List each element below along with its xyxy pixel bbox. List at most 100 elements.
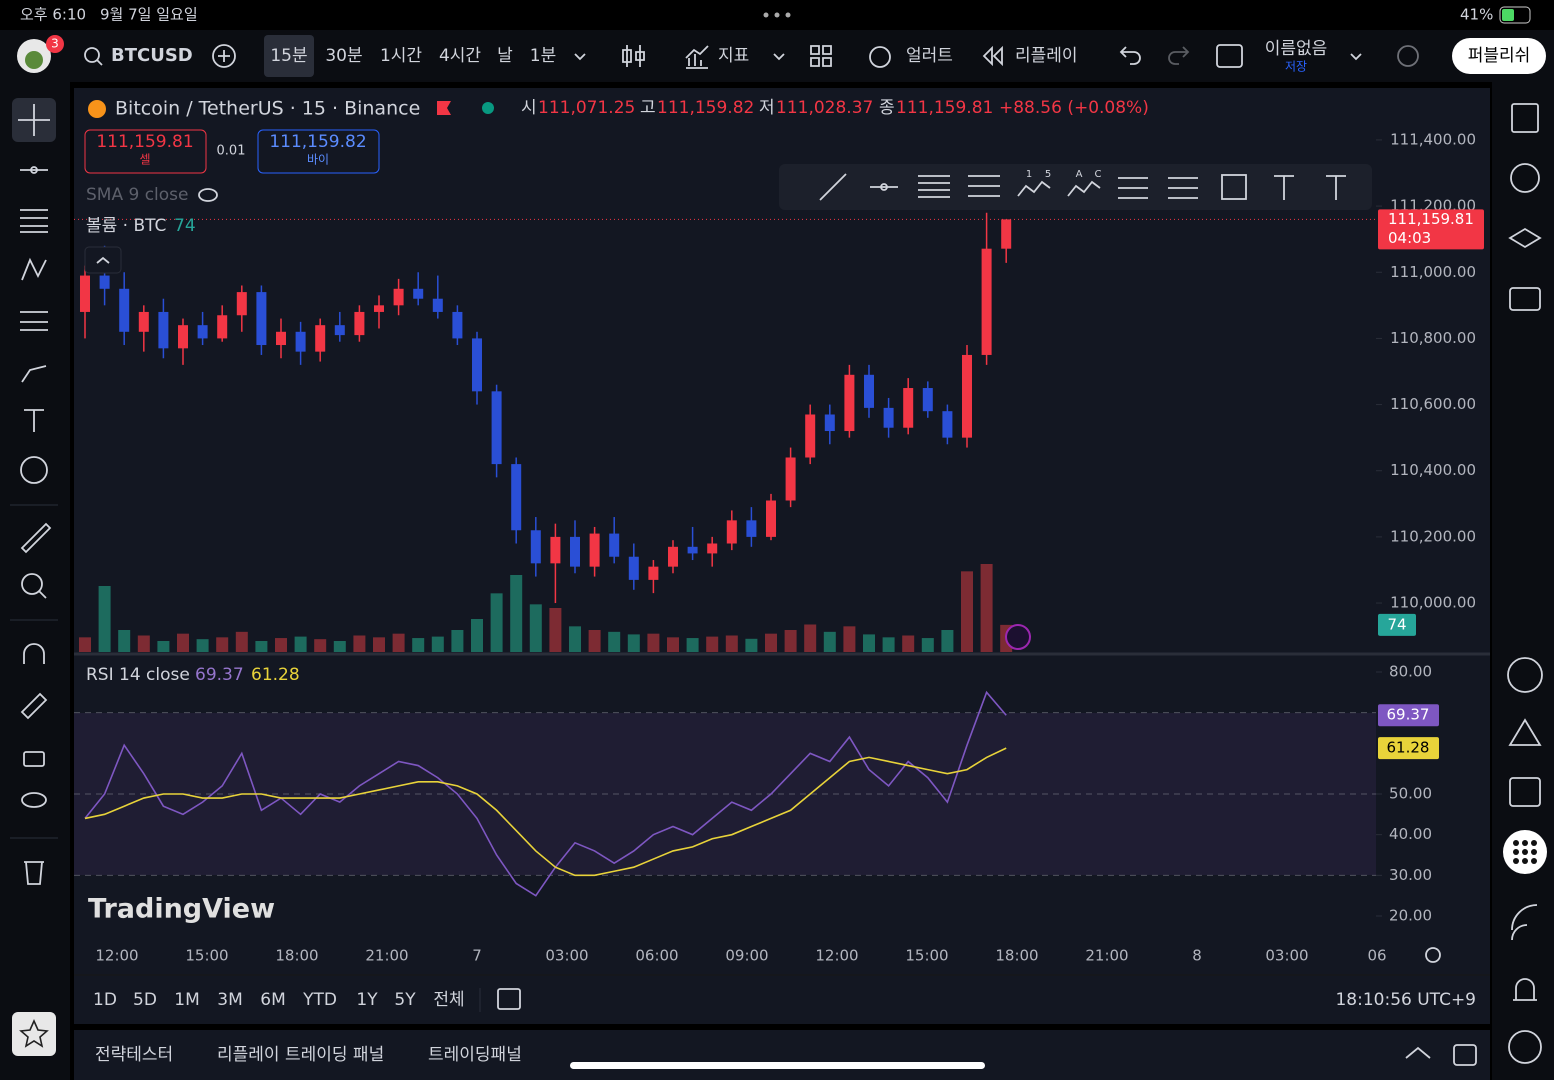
volume-bar: [823, 631, 836, 652]
chart-type-icon[interactable]: [622, 45, 645, 67]
ohlc-close-label: 종: [879, 98, 895, 118]
candle-body: [354, 311, 365, 336]
alert-icon[interactable]: [869, 46, 891, 68]
publish-button[interactable]: [1452, 38, 1546, 74]
volume-tag-label: 74: [1387, 615, 1406, 633]
x-tick-label: 06: [1367, 947, 1386, 965]
layout-name[interactable]: 이름없음: [1265, 39, 1328, 59]
range-button[interactable]: 5D: [133, 990, 157, 1010]
y-tick-label: 20.00: [1389, 907, 1432, 925]
add-symbol[interactable]: [212, 44, 236, 68]
expand-panel[interactable]: [1405, 1046, 1431, 1059]
interval-chevron[interactable]: [574, 53, 586, 61]
interval[interactable]: 1시간: [380, 46, 422, 66]
axis-settings[interactable]: [1425, 947, 1441, 963]
range-button[interactable]: 3M: [217, 990, 242, 1010]
watchlist-star[interactable]: [12, 1012, 56, 1056]
indicators-chevron[interactable]: [773, 53, 785, 61]
panel-tab[interactable]: 트레이딩패널: [428, 1045, 522, 1065]
candle-body: [805, 414, 816, 458]
x-tick-label: 06:00: [635, 947, 678, 965]
volume-bar: [431, 636, 444, 652]
replay-icon[interactable]: [982, 45, 1003, 67]
candle-body: [530, 530, 541, 564]
ohlc-high-label: 고: [640, 98, 656, 118]
x-tick-label: 7: [472, 947, 482, 965]
interval[interactable]: 15분: [270, 46, 307, 66]
maximize-panel[interactable]: [1453, 1044, 1477, 1066]
sell-label[interactable]: 셀: [139, 153, 150, 167]
volume-bar: [490, 593, 503, 652]
snapshot[interactable]: [1216, 44, 1243, 68]
left-tools: [18, 104, 52, 885]
symbol[interactable]: BTCUSD: [111, 45, 193, 66]
candle-body: [903, 388, 914, 428]
volume-bar: [784, 630, 797, 652]
volume-bar: [569, 626, 581, 652]
interval[interactable]: 날: [497, 46, 513, 66]
volume-legend: 볼륨 · BTC: [86, 216, 166, 236]
undo[interactable]: [1119, 46, 1141, 65]
alert[interactable]: 얼러트: [906, 46, 953, 66]
volume-bar: [941, 630, 954, 652]
y-tick-label: 30.00: [1389, 866, 1432, 884]
volume-bar: [235, 631, 248, 652]
y-tick-label: 111,400.00: [1390, 130, 1476, 148]
publish[interactable]: 퍼블리쉬: [1468, 46, 1531, 66]
avatar-figure: [25, 51, 43, 69]
interval[interactable]: 4시간: [439, 46, 481, 66]
candle-body: [334, 325, 345, 336]
battery-percent: 41%: [1460, 6, 1493, 24]
range-button[interactable]: 6M: [260, 990, 285, 1010]
clock: 18:10:56 UTC+9: [1335, 990, 1476, 1010]
range-button[interactable]: 1Y: [356, 990, 378, 1010]
buy-label[interactable]: 바이: [307, 153, 329, 167]
range-button[interactable]: 1M: [174, 990, 199, 1010]
volume-bar: [353, 635, 366, 652]
range-button[interactable]: 1D: [93, 990, 117, 1010]
left-toolbar: [0, 82, 70, 1080]
ohlc-low: 111,028.37: [776, 98, 873, 118]
interval[interactable]: 30분: [325, 46, 362, 66]
volume-bar: [902, 635, 915, 652]
volume-bar: [843, 626, 856, 652]
flag[interactable]: [437, 101, 451, 115]
ohlc-change: +88.56 (+0.08%): [999, 98, 1149, 118]
lightning-marker[interactable]: [1005, 624, 1031, 650]
volume-bar: [392, 633, 405, 652]
rsi-value-tag: [1378, 737, 1439, 760]
indicators[interactable]: 지표: [718, 46, 749, 66]
range-button[interactable]: 5Y: [394, 990, 416, 1010]
battery-icon: [1499, 6, 1531, 24]
goto-date[interactable]: [497, 988, 521, 1010]
candle-body: [374, 305, 384, 312]
interval[interactable]: 1분: [530, 46, 556, 66]
ohlc-high: 111,159.82: [657, 98, 754, 118]
candle-body: [922, 388, 933, 412]
indicators-icon[interactable]: [685, 45, 709, 69]
replay[interactable]: 리플레이: [1015, 46, 1078, 66]
buy-button[interactable]: [257, 129, 380, 174]
x-tick-label: 15:00: [905, 947, 948, 965]
redo[interactable]: [1168, 46, 1190, 65]
range-button[interactable]: 전체: [433, 990, 464, 1010]
x-tick-label: 12:00: [95, 947, 138, 965]
save[interactable]: 저장: [1285, 60, 1307, 74]
hidden-icon[interactable]: [198, 188, 218, 202]
range-button[interactable]: YTD: [302, 990, 337, 1010]
volume-bar: [118, 630, 131, 652]
layout-chevron[interactable]: [1350, 53, 1362, 61]
volume-bar: [961, 571, 973, 652]
sell-price[interactable]: 111,159.81: [96, 132, 193, 152]
collapse-legend[interactable]: [84, 246, 122, 274]
rsi-value-tag-label: 61.28: [1387, 739, 1430, 757]
panel-tab[interactable]: 리플레이 트레이딩 패널: [217, 1045, 384, 1065]
rsi-legend-value: 69.37: [195, 665, 244, 685]
layout-icon[interactable]: [810, 45, 832, 67]
sell-button[interactable]: [84, 129, 207, 174]
quick-icon[interactable]: [1397, 45, 1419, 67]
apps-dots: [1513, 840, 1537, 864]
buy-price[interactable]: 111,159.82: [269, 132, 366, 152]
panel-tab[interactable]: 전략테스터: [95, 1045, 173, 1065]
search-icon[interactable]: [84, 47, 100, 63]
